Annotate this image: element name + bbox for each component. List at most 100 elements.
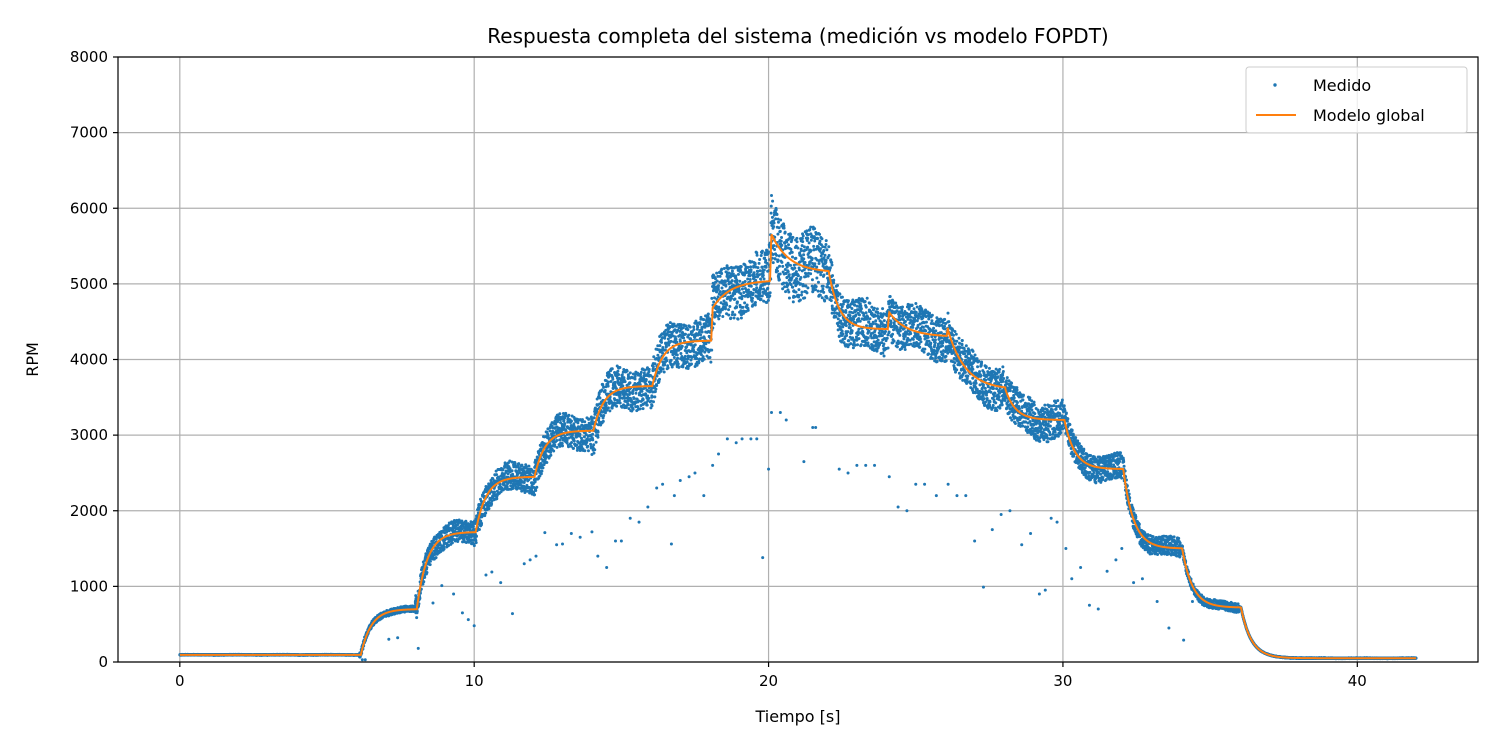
measured-point xyxy=(787,296,791,300)
measured-point xyxy=(774,217,778,221)
measured-point xyxy=(428,559,432,563)
measured-point xyxy=(616,369,620,373)
measured-point xyxy=(631,407,635,411)
measured-point xyxy=(749,265,753,269)
measured-point xyxy=(729,316,733,320)
measured-point xyxy=(701,355,705,359)
measured-point xyxy=(423,575,427,579)
measured-point xyxy=(661,367,665,371)
measured-point xyxy=(751,296,755,300)
measured-point xyxy=(730,269,734,273)
measured-point xyxy=(658,377,662,381)
measured-point xyxy=(802,253,806,257)
measured-point xyxy=(746,265,750,269)
measured-point xyxy=(816,289,820,293)
measured-point xyxy=(772,244,776,248)
measured-point xyxy=(717,314,721,318)
measured-point xyxy=(583,449,587,453)
measured-point xyxy=(823,245,827,249)
measured-point xyxy=(721,315,725,319)
measured-point xyxy=(658,344,662,348)
measured-point xyxy=(490,502,494,506)
measured-point xyxy=(804,275,808,279)
measured-point xyxy=(618,393,622,397)
measured-point xyxy=(708,356,712,360)
measured-point xyxy=(779,239,783,243)
measured-point xyxy=(834,315,838,319)
measured-point xyxy=(803,296,807,300)
measured-point xyxy=(801,240,805,244)
measured-point xyxy=(820,237,824,241)
measured-point xyxy=(775,253,779,257)
measured-point xyxy=(795,277,799,281)
measured-point xyxy=(791,285,795,289)
measured-point xyxy=(540,469,544,473)
measured-point xyxy=(720,286,724,290)
measured-point xyxy=(464,519,468,523)
measured-point xyxy=(618,365,622,369)
measured-point xyxy=(730,279,734,283)
measured-point xyxy=(760,249,764,253)
measured-point xyxy=(493,490,497,494)
measured-point xyxy=(613,380,617,384)
measured-point xyxy=(535,485,539,489)
measured-point xyxy=(511,472,515,476)
measured-point xyxy=(787,273,791,277)
measured-point xyxy=(606,384,610,388)
measured-point xyxy=(569,419,573,423)
measured-point xyxy=(655,384,659,388)
measured-point xyxy=(549,453,553,457)
measured-point xyxy=(831,274,835,278)
measured-point xyxy=(736,272,740,276)
measured-point xyxy=(727,266,731,270)
measured-point xyxy=(768,291,772,295)
measured-point xyxy=(632,396,636,400)
measured-point xyxy=(689,362,693,366)
measured-point xyxy=(803,260,807,264)
measured-point xyxy=(844,310,848,314)
measured-point xyxy=(702,318,706,322)
measured-point xyxy=(766,286,770,290)
measured-point xyxy=(663,363,667,367)
measured-point xyxy=(791,300,795,304)
measured-point xyxy=(601,419,605,423)
measured-point xyxy=(716,287,720,291)
measured-point xyxy=(487,507,491,511)
measured-point xyxy=(680,344,684,348)
measured-point xyxy=(533,493,537,497)
measured-point xyxy=(637,399,641,403)
measured-point xyxy=(740,287,744,291)
measured-point xyxy=(709,360,713,364)
measured-point xyxy=(474,534,478,538)
measured-point xyxy=(761,273,765,277)
measured-point xyxy=(679,351,683,355)
measured-point xyxy=(809,238,813,242)
measured-point xyxy=(776,258,780,262)
measured-point xyxy=(561,444,564,448)
measured-point xyxy=(552,449,556,453)
measured-point xyxy=(513,462,517,466)
measured-point xyxy=(456,540,460,544)
measured-point xyxy=(606,406,610,410)
measured-point xyxy=(638,407,642,411)
measured-point xyxy=(823,299,827,303)
measured-point xyxy=(822,290,826,294)
measured-point xyxy=(586,449,590,453)
measured-point xyxy=(628,381,632,385)
measured-point xyxy=(591,432,595,436)
measured-point xyxy=(759,287,763,291)
measured-point xyxy=(777,278,781,282)
measured-point xyxy=(800,290,804,294)
measured-point xyxy=(715,271,719,275)
measured-point xyxy=(720,272,724,276)
measured-point xyxy=(674,337,678,341)
measured-point xyxy=(471,524,475,528)
measured-point xyxy=(783,230,787,234)
measured-point xyxy=(450,541,454,545)
measured-point xyxy=(769,204,773,208)
measured-point xyxy=(633,375,637,379)
measured-point xyxy=(587,417,591,421)
measured-point xyxy=(628,371,632,375)
measured-point xyxy=(836,317,840,321)
measured-point xyxy=(822,248,826,252)
